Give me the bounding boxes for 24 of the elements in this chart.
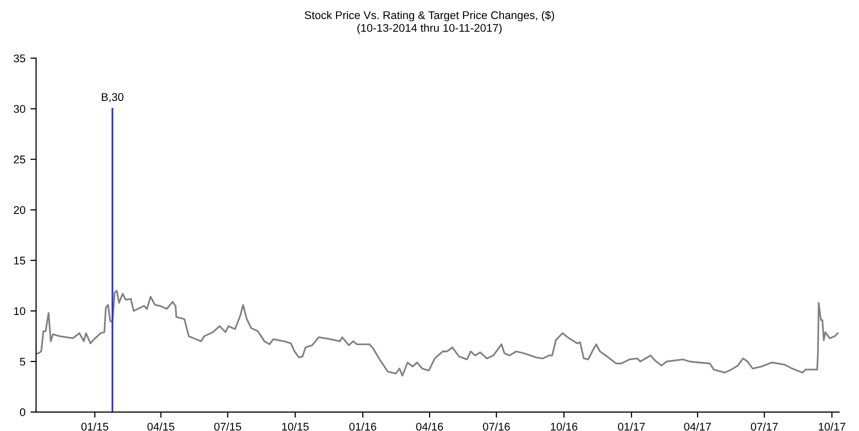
x-tick-label: 04/17: [684, 422, 711, 431]
annotation: B,30: [102, 93, 124, 102]
x-tick-label: 10/16: [550, 422, 578, 431]
line-series: [36, 290, 839, 376]
y-tick-label: 35: [14, 54, 26, 62]
x-tick-label: 10/17: [818, 422, 846, 431]
x-tick-label: 04/16: [416, 422, 443, 431]
x-tick-label: 10/15: [282, 422, 309, 431]
x-tick-label: 07/15: [214, 422, 242, 431]
x-tick-label: 01/15: [81, 422, 108, 431]
x-tick-label: 07/16: [482, 422, 510, 431]
chart-subtitle: (10-13-2014 thru 10-11-2017): [357, 24, 502, 34]
y-tick-label: 0: [20, 408, 26, 416]
y-tick-label: 10: [14, 307, 26, 316]
y-tick-label: 15: [14, 256, 26, 265]
y-tick-label: 30: [14, 105, 26, 113]
y-tick-label: 5: [20, 358, 26, 366]
x-tick-label: 07/17: [750, 422, 778, 431]
x-tick-label: 04/15: [147, 422, 174, 431]
chart-title: Stock Price Vs. Rating & Target Price Changes, ($): [304, 10, 554, 22]
x-tick-label: 01/17: [618, 422, 645, 431]
y-tick-label: 25: [14, 156, 26, 164]
y-tick-label: 20: [14, 206, 26, 214]
x-tick-label: 01/16: [349, 422, 376, 431]
